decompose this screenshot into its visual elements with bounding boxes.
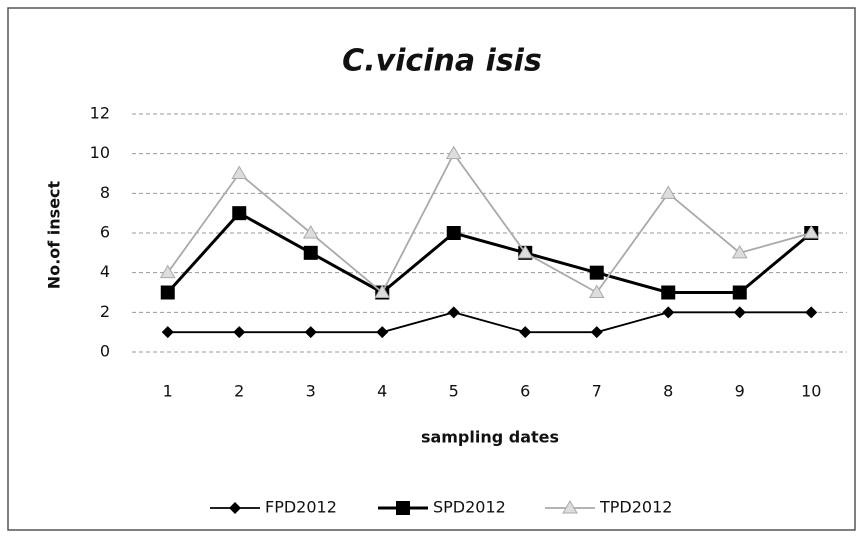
chart-frame xyxy=(7,7,856,531)
marker xyxy=(733,306,746,319)
marker xyxy=(303,245,318,260)
marker xyxy=(662,306,675,319)
marker xyxy=(732,285,747,300)
marker xyxy=(519,326,532,339)
x-tick-label: 1 xyxy=(163,382,173,401)
marker xyxy=(229,502,241,514)
marker xyxy=(232,206,247,221)
y-tick-label: 10 xyxy=(90,143,110,162)
marker xyxy=(304,326,317,339)
marker xyxy=(660,185,677,199)
x-tick-label: 9 xyxy=(735,382,745,401)
legend-label: TPD2012 xyxy=(599,498,672,517)
x-tick-label: 8 xyxy=(663,382,673,401)
marker xyxy=(589,265,604,280)
marker xyxy=(588,284,605,298)
marker xyxy=(445,145,462,160)
x-tick-label: 7 xyxy=(592,382,602,401)
x-tick-label: 4 xyxy=(377,382,387,401)
marker xyxy=(731,244,748,259)
series-line xyxy=(166,211,813,295)
y-tick-label: 8 xyxy=(100,183,110,202)
x-tick-label: 10 xyxy=(801,382,821,401)
x-tick-label: 5 xyxy=(449,382,459,401)
y-tick-label: 2 xyxy=(100,302,110,321)
series-line xyxy=(167,311,812,334)
marker xyxy=(446,226,461,240)
marker xyxy=(159,264,176,279)
marker xyxy=(160,285,175,300)
marker xyxy=(447,306,460,319)
x-axis-label: sampling dates xyxy=(421,428,559,447)
legend-label: SPD2012 xyxy=(433,498,506,517)
marker xyxy=(161,326,174,339)
marker xyxy=(302,225,319,239)
marker xyxy=(803,225,820,239)
y-tick-label: 12 xyxy=(90,104,110,123)
marker xyxy=(396,501,410,515)
y-tick-label: 0 xyxy=(100,342,110,361)
x-tick-label: 2 xyxy=(234,382,244,401)
marker xyxy=(805,306,818,319)
y-tick-label: 4 xyxy=(100,262,110,281)
x-tick-label: 6 xyxy=(520,382,530,401)
marker xyxy=(231,165,248,179)
marker xyxy=(374,284,391,298)
series-line xyxy=(167,151,812,294)
legend-label: FPD2012 xyxy=(265,498,337,517)
marker xyxy=(233,326,246,339)
marker xyxy=(517,244,534,259)
marker xyxy=(661,285,676,300)
y-tick-label: 6 xyxy=(100,223,110,242)
y-axis-label: No.of insect xyxy=(45,180,64,289)
marker xyxy=(376,326,389,339)
marker xyxy=(590,326,603,339)
chart-title: C.vicina isis xyxy=(342,44,542,79)
x-tick-label: 3 xyxy=(306,382,316,401)
marker xyxy=(562,500,578,514)
